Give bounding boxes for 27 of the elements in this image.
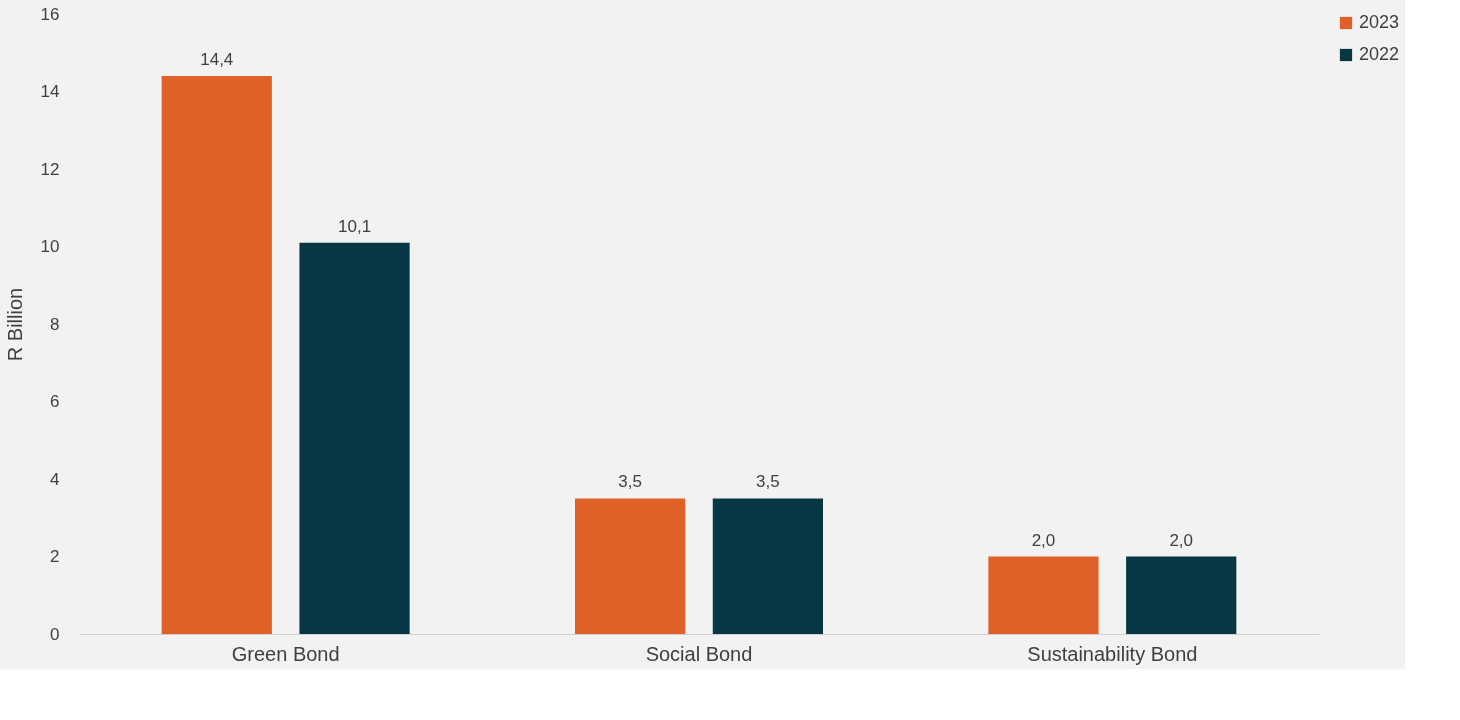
bar	[299, 242, 410, 634]
x-tick-label: Sustainability Bond	[1027, 642, 1198, 665]
y-tick-label: 16	[40, 4, 60, 24]
y-tick-label: 8	[50, 314, 60, 334]
bar	[575, 498, 686, 634]
data-label: 14,4	[200, 50, 234, 69]
bar	[1126, 556, 1237, 634]
y-tick-label: 14	[40, 82, 60, 101]
bar	[161, 76, 272, 634]
legend-label: 2023	[1359, 12, 1400, 32]
y-tick-label: 12	[40, 159, 60, 179]
x-tick-label: Green Bond	[231, 642, 340, 665]
y-tick-label: 4	[50, 469, 60, 489]
data-label: 10,1	[338, 216, 372, 236]
data-label: 2,0	[1031, 530, 1056, 550]
data-label: 3,5	[618, 472, 642, 492]
legend-label: 2022	[1359, 44, 1400, 64]
data-label: 2,0	[1169, 530, 1194, 550]
y-tick-label: 6	[50, 392, 60, 411]
bar	[712, 498, 823, 634]
y-tick-label: 10	[40, 237, 60, 256]
y-axis-title: R Billion	[3, 287, 26, 362]
y-tick-label: 0	[50, 624, 60, 644]
bar	[988, 556, 1099, 634]
data-label: 3,5	[756, 472, 780, 492]
y-tick-label: 2	[50, 547, 60, 566]
x-tick-label: Social Bond	[645, 642, 753, 665]
